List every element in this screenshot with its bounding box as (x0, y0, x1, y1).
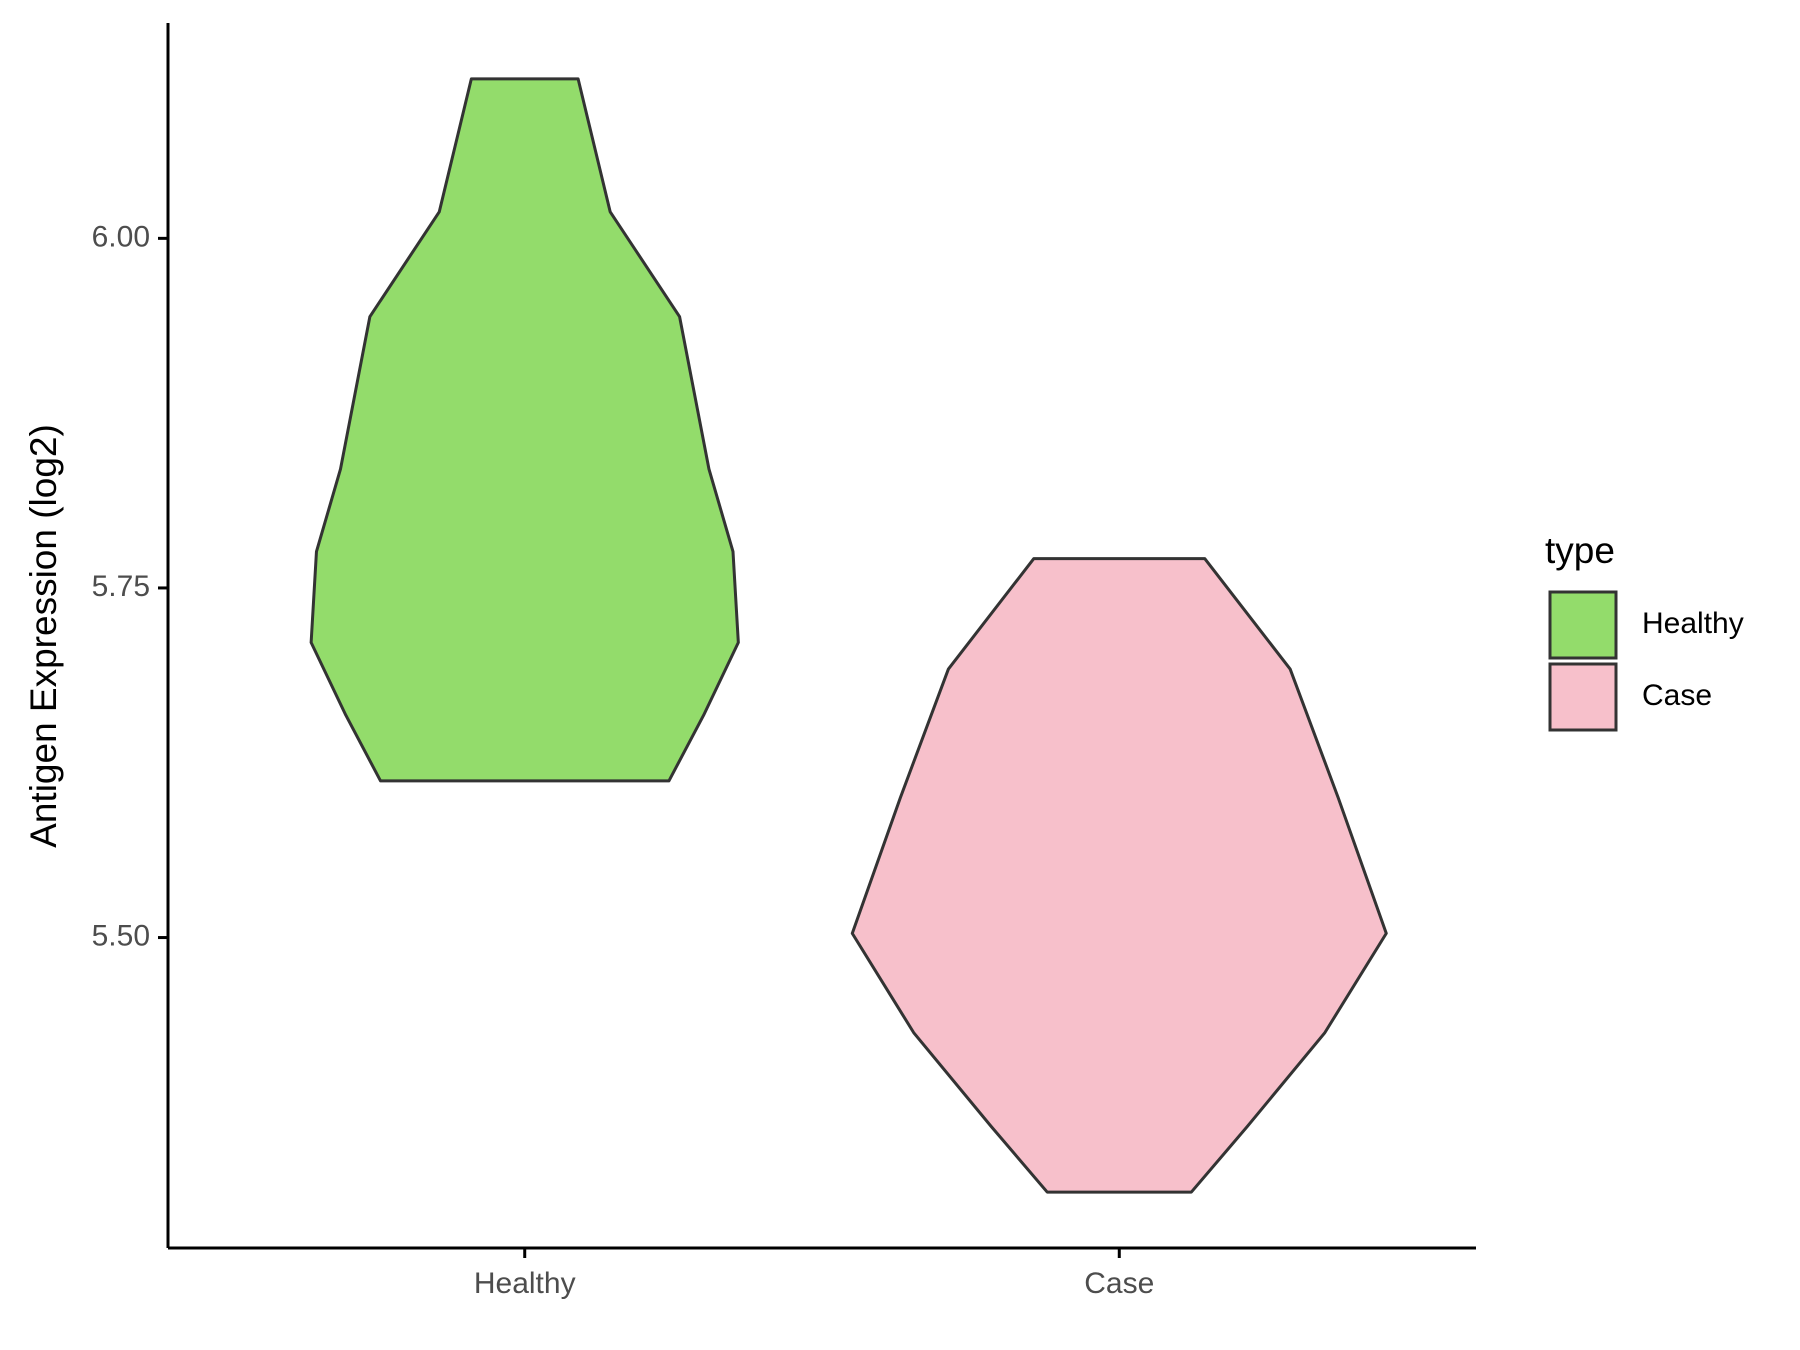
y-tick-label: 6.00 (92, 220, 150, 253)
violin (309, 77, 740, 783)
violin (850, 557, 1388, 1194)
legend-label: Healthy (1642, 607, 1744, 640)
y-axis-title: Antigen Expression (log2) (23, 424, 64, 848)
x-tick-label: Case (1084, 1267, 1154, 1300)
x-tick-label: Healthy (474, 1267, 576, 1300)
y-tick-label: 5.50 (92, 919, 150, 952)
legend-swatch (1548, 590, 1618, 660)
y-tick-label: 5.75 (92, 570, 150, 603)
legend-title: type (1545, 530, 1615, 571)
legend-swatch (1548, 662, 1618, 732)
legend-label: Case (1642, 679, 1712, 712)
